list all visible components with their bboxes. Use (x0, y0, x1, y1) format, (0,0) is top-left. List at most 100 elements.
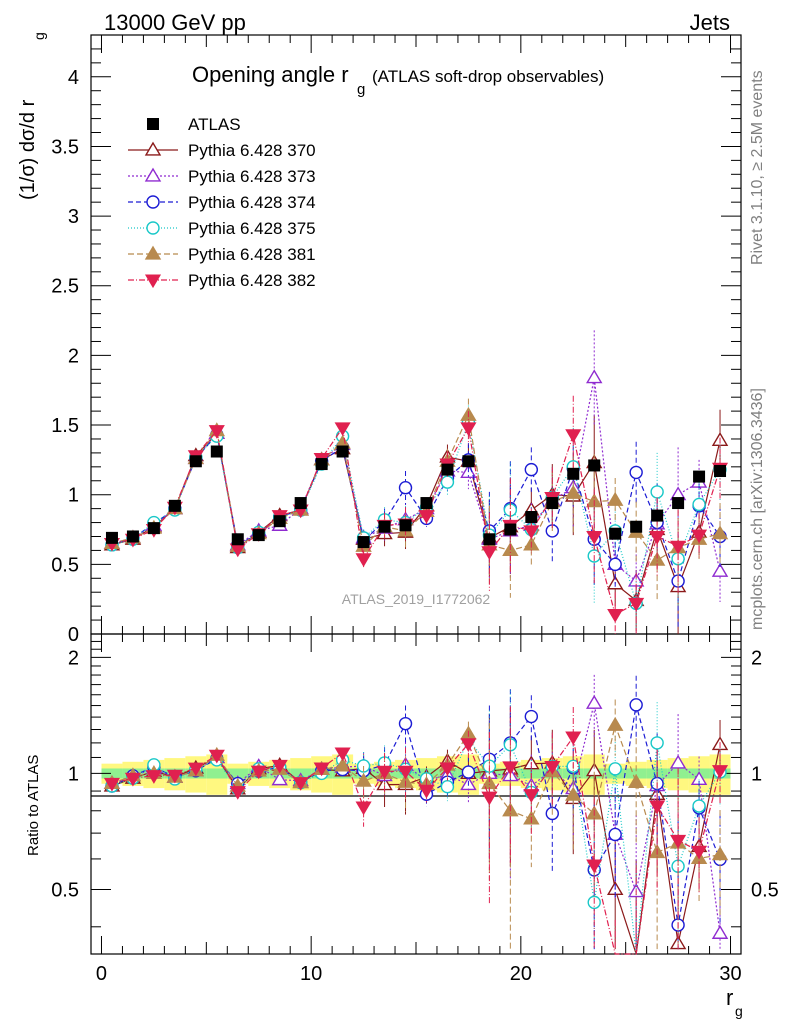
ratio-point (544, 760, 561, 775)
ratio-point (670, 834, 687, 849)
ratio-tick-label: 1 (68, 763, 79, 785)
data-point (524, 462, 539, 477)
atlas-data-point (546, 497, 559, 510)
y-tick-label: 0 (68, 624, 79, 646)
data-point (440, 475, 455, 489)
ratio-point (208, 749, 225, 764)
series-5 (103, 398, 729, 600)
data-point (692, 497, 706, 512)
atlas-data-point (588, 459, 601, 472)
x-tick-label: 0 (96, 963, 107, 985)
chart-title-subscript: g (357, 81, 365, 98)
data-point (711, 562, 729, 577)
ratio-point (711, 846, 729, 861)
y-tick-label: 4 (68, 67, 79, 89)
ratio-point (439, 762, 456, 777)
atlas-data-point (378, 520, 391, 533)
atlas-data-point (525, 510, 538, 523)
atlas-data-point (420, 497, 433, 510)
atlas-data-point (105, 531, 118, 544)
legend-marker (146, 221, 160, 235)
atlas-data-point (147, 522, 160, 535)
x-axis-label: r (726, 985, 733, 1010)
band-inner (625, 768, 647, 779)
data-point (691, 529, 708, 544)
legend: ATLAS Pythia 6.428 370 Pythia 6.428 373 Pyt… (128, 115, 316, 290)
atlas-data-point (168, 499, 181, 512)
data-point (650, 485, 664, 499)
ratio-point (271, 759, 288, 774)
legend-label: Pythia 6.428 375 (188, 219, 316, 238)
ratio-point (334, 747, 351, 762)
atlas-data-point (210, 445, 223, 458)
ratio-point (524, 709, 539, 724)
ratio-point (124, 772, 141, 787)
atlas-data-point (567, 467, 580, 480)
ratio-point (523, 789, 540, 803)
atlas-data-point (231, 533, 244, 546)
legend-marker (144, 167, 162, 182)
y-tick-label: 2 (68, 345, 79, 367)
ratio-series-line (111, 704, 721, 926)
ratio-point (629, 698, 643, 712)
ratio-point (711, 924, 729, 939)
ratio-point (711, 765, 729, 779)
ratio-series-1 (103, 707, 729, 955)
data-point (523, 525, 540, 540)
ratio-point (229, 786, 246, 800)
ratio-tick-label-right: 2 (751, 647, 762, 669)
ratio-point (166, 769, 183, 784)
ratio-series-3 (105, 675, 727, 950)
ratio-tick-label: 0.5 (51, 879, 79, 901)
x-axis-label-subscript: g (735, 1003, 743, 1019)
atlas-data-point (252, 529, 265, 542)
legend-atlas-label: ATLAS (188, 115, 241, 134)
rivet-version-label: Rivet 3.1.10, ≥ 2.5M events (749, 70, 766, 265)
ratio-point (334, 757, 351, 772)
atlas-data-point (504, 523, 517, 536)
series-line (111, 377, 721, 583)
header-energy-label: 13000 GeV pp (104, 10, 246, 35)
ratio-point (481, 791, 498, 806)
legend-marker (144, 274, 162, 289)
atlas-data-point (315, 458, 328, 471)
data-point (334, 422, 351, 437)
data-point (608, 557, 622, 572)
legend-marker (146, 195, 160, 209)
legend-label: Pythia 6.428 382 (188, 271, 316, 290)
ratio-point (691, 845, 708, 860)
ratio-series-line (111, 735, 721, 955)
ratio-point (586, 694, 603, 709)
ratio-point (397, 765, 414, 780)
legend-marker (144, 245, 162, 260)
atlas-data-point (609, 527, 622, 540)
y-axis-label-subscript: g (31, 32, 47, 40)
chart-title: Opening angle r (192, 62, 349, 87)
ratio-point (145, 770, 162, 784)
atlas-data-series (105, 445, 727, 549)
series-line (111, 413, 721, 561)
y-tick-label: 3.5 (51, 136, 79, 158)
data-point (355, 553, 372, 567)
ratio-point (606, 716, 624, 731)
ratio-point (440, 779, 455, 794)
band-inner (206, 768, 228, 779)
ratio-tick-label-right: 0.5 (751, 879, 779, 901)
data-point (629, 465, 643, 480)
atlas-data-point (441, 463, 454, 476)
ratio-point (250, 765, 267, 780)
data-point (606, 491, 624, 506)
data-point (460, 422, 477, 437)
ratio-point (376, 765, 393, 780)
data-point (649, 530, 666, 545)
analysis-id-label: ATLAS_2019_I1772062 (342, 591, 491, 607)
ratio-point (103, 777, 121, 792)
ratio-point (418, 784, 435, 799)
data-point (607, 608, 624, 623)
ratio-series-4 (105, 690, 727, 955)
data-point (565, 484, 582, 499)
ratio-point (460, 738, 477, 752)
legend-label: Pythia 6.428 373 (188, 167, 316, 186)
legend-atlas-marker (147, 118, 159, 130)
data-point (586, 369, 603, 384)
